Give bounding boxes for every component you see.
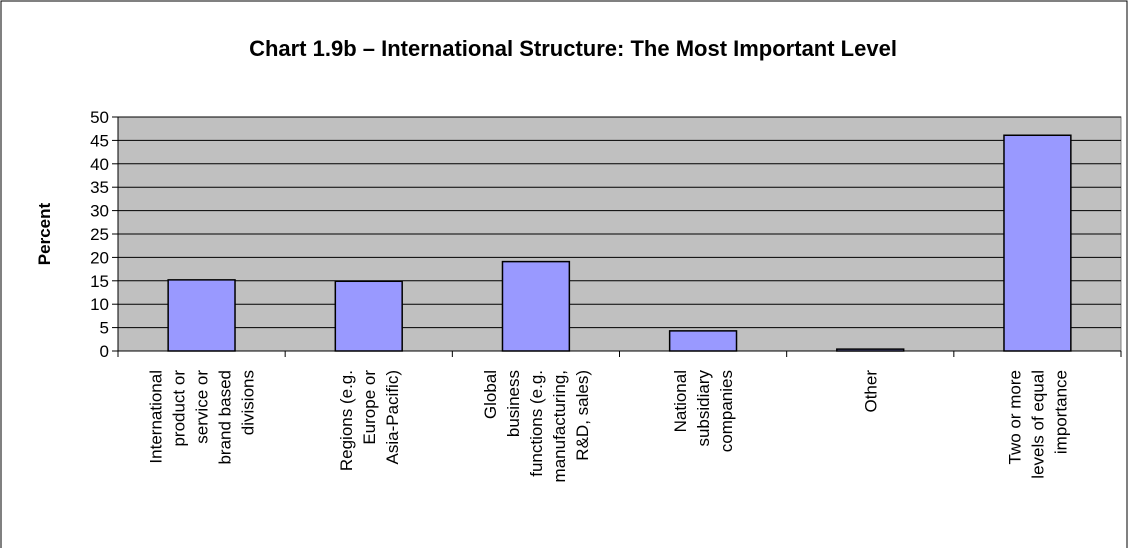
x-tick-label: Regions (e.g. Europe or Asia-Pacific): [337, 370, 402, 471]
x-tick-label-line: National: [671, 370, 690, 432]
x-tick-label-line: brand based: [216, 370, 235, 465]
x-tick-label-line: Europe or: [360, 370, 379, 445]
x-tick-label: Global business functions (e.g. manufacturi…: [481, 370, 592, 482]
y-tick-label: 30: [90, 202, 109, 221]
x-tick-label: Two or more levels of equal importance: [1005, 370, 1070, 479]
x-tick-label-line: Two or more: [1005, 370, 1024, 464]
x-axis-labels: International product or service or brand b…: [147, 370, 1071, 483]
y-tick-label: 50: [90, 108, 109, 127]
bar: [668, 330, 738, 352]
x-tick-label: Other: [861, 370, 880, 413]
gridlines: [118, 116, 1121, 329]
x-tick-label-line: Regions (e.g.: [337, 370, 356, 471]
x-tick-label-line: functions (e.g.: [527, 370, 546, 477]
bar: [501, 260, 571, 352]
x-tick-label-line: business: [504, 370, 523, 437]
bar: [1003, 134, 1072, 352]
x-tick-label-line: product or: [170, 370, 189, 447]
x-tick-label-line: companies: [717, 370, 736, 452]
y-tick-label: 25: [90, 225, 109, 244]
y-tick-label: 20: [90, 248, 109, 267]
x-tick-label-line: manufacturing,: [550, 370, 569, 482]
y-tick-label: 5: [100, 319, 109, 338]
bar: [167, 279, 236, 352]
x-tick-label: National subsidiary companies: [671, 370, 736, 453]
x-tick-label-line: levels of equal: [1028, 370, 1047, 479]
x-tick-label-line: Other: [861, 370, 880, 413]
x-tick-label-line: Global: [481, 370, 500, 419]
y-tick-label: 0: [100, 342, 109, 361]
x-tick-label-line: Asia-Pacific): [383, 370, 402, 464]
bars: [167, 134, 1072, 352]
x-tick-label: International product or service or brand b…: [147, 370, 258, 465]
y-tick-label: 10: [90, 295, 109, 314]
y-axis-title: Percent: [35, 202, 54, 265]
x-tick-label-line: subsidiary: [694, 370, 713, 447]
x-tick-label-line: R&D, sales): [573, 370, 592, 461]
y-tick-label: 45: [90, 131, 109, 150]
bar: [334, 280, 403, 352]
x-tick-label-line: International: [147, 370, 166, 464]
x-tick-label-line: service or: [193, 370, 212, 444]
y-axis-ticks: 0 5 10 15 20 25 30 35 40 45 50: [90, 108, 118, 361]
y-tick-label: 15: [90, 272, 109, 291]
y-tick-label: 40: [90, 155, 109, 174]
y-tick-label: 35: [90, 178, 109, 197]
x-tick-label-line: divisions: [239, 370, 258, 435]
chart-title: Chart 1.9b – International Structure: Th…: [249, 36, 897, 61]
x-tick-label-line: importance: [1051, 370, 1070, 454]
